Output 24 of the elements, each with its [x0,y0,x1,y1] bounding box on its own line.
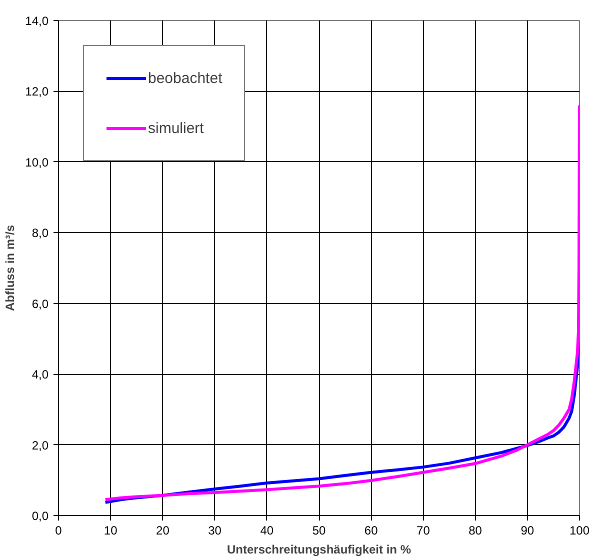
x-tick-label: 90 [520,524,534,538]
y-tick-label: 0,0 [32,509,49,523]
y-axis-title: Abfluss in m³/s [3,224,18,312]
y-tick-label: 12,0 [25,84,49,99]
y-tick-label: 14,0 [25,14,49,28]
x-tick-label: 60 [364,524,378,538]
y-tick-label: 8,0 [32,226,49,240]
x-tick-label: 30 [208,524,222,538]
line-series [104,104,580,502]
x-tick-label: 10 [104,524,118,538]
x-tick-label: 0 [55,524,62,538]
x-axis-title: Unterschreitungshäufigkeit in % [226,542,412,556]
x-tick-label: 70 [416,524,430,538]
x-tick-label: 40 [260,524,274,538]
x-tick-label: 80 [468,524,482,538]
y-tick-label: 4,0 [32,368,49,382]
x-tick-label: 50 [312,524,326,538]
y-tick-label: 2,0 [32,438,49,452]
y-tick-label: 10,0 [25,155,49,170]
y-tick-label: 6,0 [32,296,49,311]
x-tick-label: 100 [569,524,590,538]
x-tick-label: 20 [156,524,170,538]
legend-label: beobachtet [148,70,222,86]
legend-label: simuliert [148,120,204,136]
